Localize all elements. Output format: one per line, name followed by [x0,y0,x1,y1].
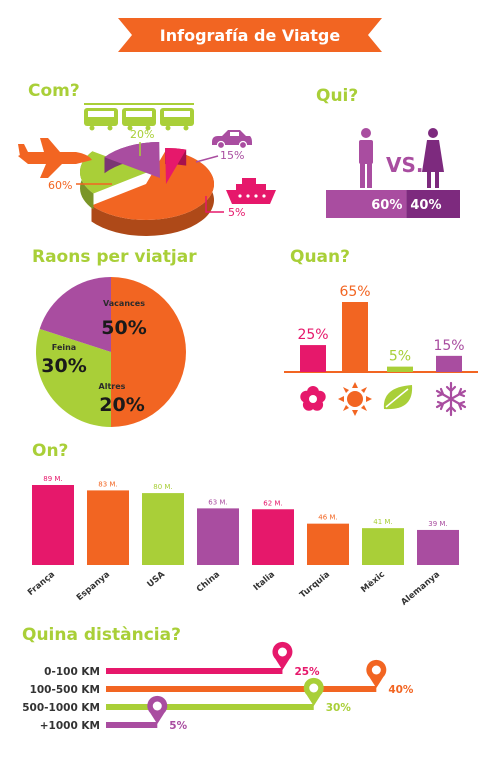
distancia-category-0: 0-100 KM [44,666,100,678]
on-value-label-6: 41 M. [373,518,392,526]
raons-value-0: 50% [101,317,146,339]
quan-label-3: 15% [433,338,464,354]
distancia-value-1: 40% [388,684,414,696]
on-value-label-4: 62 M. [263,499,282,507]
raons-slice-2 [39,277,111,352]
raons-value-1: 30% [41,355,86,377]
on-bar-5 [307,523,349,565]
qui-bar-0 [326,190,407,218]
car-icon [212,130,252,150]
com-label-1: 20% [130,128,154,141]
on-bar-0 [32,485,74,565]
distancia-pin-hole-3 [152,701,162,711]
on-bar-2 [142,493,184,565]
section-title-on: On? [32,441,68,461]
vs-separator: VS. [386,153,423,177]
distancia-value-0: 25% [294,666,320,678]
distancia-bar-0 [106,668,283,674]
raons-reasons-chart: Vacances 50% Feina 30% Altres 20% [35,277,186,428]
on-category-label-5: Turquia [298,569,332,600]
ship-icon [226,178,276,204]
title-ribbon [118,18,382,52]
distancia-category-2: 500-1000 KM [22,702,100,714]
raons-value-2: 20% [99,394,144,416]
raons-category-0: Vacances [103,299,145,308]
com-slice-side-0 [91,149,215,237]
com-slice-3 [165,148,187,184]
quan-label-2: 5% [389,349,411,365]
on-bar-3 [197,508,239,565]
com-label-3: 5% [228,206,245,219]
distancia-bar-3 [106,722,158,728]
woman-icon [422,128,444,188]
on-category-label-0: França [26,569,57,597]
on-value-label-7: 39 M. [428,520,447,528]
distancia-pin-hole-1 [371,665,381,675]
qui-label-1: 40% [410,198,441,213]
quan-bar-2 [387,366,413,372]
com-label-0: 60% [48,179,72,192]
qui-gender-chart: 60% 40% [326,190,460,218]
on-value-label-2: 80 M. [153,483,172,491]
on-bar-4 [252,509,294,565]
on-bar-7 [417,529,459,565]
plane-icon [18,138,92,178]
title-banner: Infografía de Viatge [118,18,382,52]
quan-label-1: 65% [339,284,370,300]
quan-season-chart: 25% 65% 5% 15% [284,284,478,373]
com-leader-2 [195,155,219,163]
winter-snowflake-icon [435,381,467,417]
on-destinations-chart: 89 M. França 83 M. Espanya 80 M. USA 63 M. Chin… [26,475,459,608]
on-value-label-1: 83 M. [98,480,117,488]
on-category-label-7: Alemanya [399,569,442,607]
distancia-bar-2 [106,704,314,710]
distancia-pin-hole-0 [277,647,287,657]
quan-bar-0 [300,345,326,372]
quan-bar-3 [436,355,462,372]
on-bar-6 [362,528,404,565]
distancia-distance-chart: 0-100 KM 25% 100-500 KM 40% 500-1000 KM 30% +1… [22,641,414,732]
on-category-label-4: Italia [252,569,277,593]
on-value-label-0: 89 M. [43,475,62,483]
distancia-category-1: 100-500 KM [30,684,100,696]
distancia-pin-hole-2 [309,683,319,693]
com-transport-chart: 60% 20% 15% 5% [48,128,245,237]
quan-label-0: 25% [297,327,328,343]
com-slice-0 [91,149,214,221]
quan-bar-1 [342,302,368,372]
com-label-2: 15% [220,149,244,162]
page-title: Infografía de Viatge [160,26,341,45]
raons-category-1: Feina [52,343,76,352]
train-icon [84,103,194,131]
on-value-label-3: 63 M. [208,498,227,506]
qui-label-0: 60% [371,198,402,213]
raons-category-2: Altres [99,382,126,391]
on-bar-1 [87,490,129,565]
on-category-label-6: Mèxic [359,569,387,595]
raons-slice-1 [35,328,111,428]
spring-flower-icon [300,386,326,411]
distancia-value-3: 5% [169,720,187,732]
summer-sun-icon [338,382,372,416]
section-title-com: Com? [28,81,80,101]
raons-slice-0 [111,277,186,427]
on-category-label-1: Espanya [75,569,112,603]
distancia-category-3: +1000 KM [40,720,100,732]
com-slice-2 [104,142,160,178]
on-value-label-5: 46 M. [318,514,337,522]
distancia-value-2: 30% [326,702,352,714]
section-title-quan: Quan? [290,247,350,267]
com-leader-3 [205,196,224,213]
section-title-raons: Raons per viatjar [32,247,197,267]
on-category-label-3: China [195,569,222,594]
autumn-leaf-icon [383,385,413,410]
man-icon [359,128,373,188]
section-title-qui: Qui? [316,86,358,106]
section-title-distancia: Quina distància? [22,625,181,645]
com-slice-1 [80,151,148,194]
on-category-label-2: USA [145,569,167,590]
distancia-bar-1 [106,686,377,692]
qui-bar-1 [406,190,460,218]
